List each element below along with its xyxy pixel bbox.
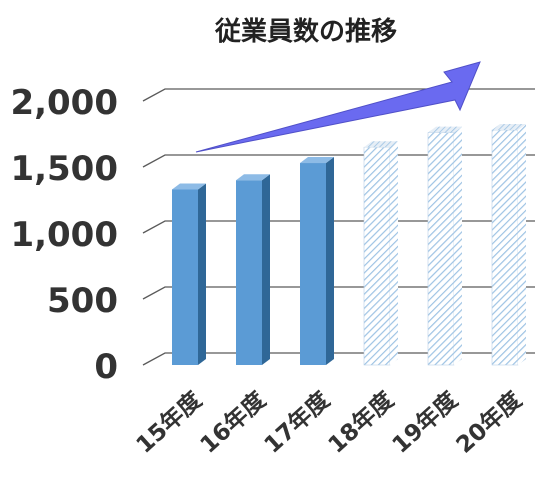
bar-side (518, 124, 526, 365)
x-tick-label: 18年度 (323, 386, 400, 459)
bar-side (390, 141, 398, 365)
gridlines (142, 88, 535, 366)
bar-top (492, 124, 526, 131)
x-tick-label: 16年度 (195, 386, 272, 459)
bar-side (262, 174, 270, 365)
bar-forecast (427, 126, 462, 366)
y-tick-label: 500 (47, 281, 118, 321)
bar-side (454, 126, 462, 366)
gridline (142, 220, 535, 234)
bar-top (300, 157, 334, 164)
gridline (142, 286, 535, 300)
y-tick-label: 2,000 (10, 83, 118, 123)
y-tick-label: 1,500 (10, 149, 118, 189)
trend-arrow-group (195, 61, 481, 153)
bar-front (300, 163, 326, 365)
bar-front (236, 180, 262, 365)
y-axis-ticks: 0 500 1,000 1,500 2,000 (10, 83, 118, 387)
bar-actual (236, 174, 270, 365)
bar-top (172, 183, 206, 190)
y-tick-label: 0 (94, 347, 118, 387)
chart-title: 従業員数の推移 (214, 17, 397, 47)
bar-front (491, 129, 519, 366)
bar-actual (172, 183, 206, 365)
bar-forecast (491, 124, 526, 366)
x-tick-label: 15年度 (131, 386, 208, 459)
bar-side (326, 157, 334, 365)
bar-actual (300, 157, 334, 365)
gridline (142, 352, 535, 366)
x-tick-label: 19年度 (387, 386, 464, 459)
bar-front (172, 189, 198, 365)
bar-top (364, 141, 398, 148)
bar-front (427, 132, 455, 366)
bars (172, 124, 526, 366)
x-tick-label: 17年度 (259, 386, 336, 459)
bar-front (363, 146, 391, 366)
gridline (142, 88, 535, 102)
bar-side (198, 183, 206, 365)
upward-trend-arrow-icon (195, 61, 481, 153)
bar-forecast (363, 141, 398, 366)
gridline (142, 154, 535, 168)
bar-top (428, 126, 462, 133)
bar-top (236, 174, 270, 181)
x-tick-label: 20年度 (451, 386, 528, 459)
y-tick-label: 1,000 (10, 215, 118, 255)
